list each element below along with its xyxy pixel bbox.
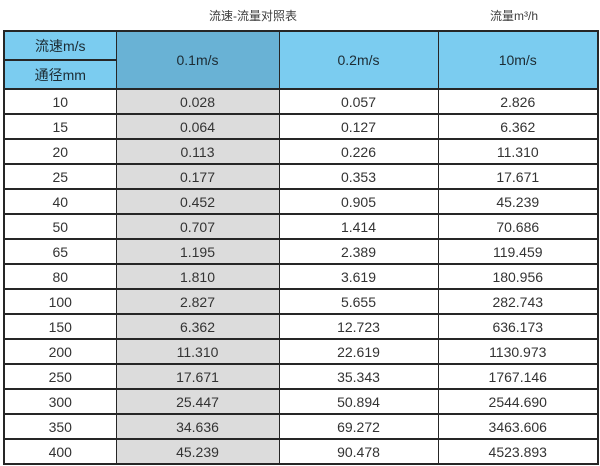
diameter-cell: 10 [3,88,117,115]
flow-value-cell: 0.028 [115,88,280,115]
diameter-cell: 15 [3,113,117,140]
table-row: 300 25.447 50.894 2544.690 [3,388,599,415]
flow-value-cell: 12.723 [278,313,439,340]
diameter-cell: 400 [3,438,117,465]
flow-value-cell: 119.459 [437,238,599,265]
flow-value-cell: 5.655 [278,288,439,315]
flow-value-cell: 45.239 [115,438,280,465]
diameter-cell: 100 [3,288,117,315]
column-header-10ms: 10m/s [437,30,599,90]
table-row: 100 2.827 5.655 282.743 [3,288,599,315]
flow-value-cell: 17.671 [437,163,599,190]
flow-value-cell: 11.310 [437,138,599,165]
flow-value-cell: 1.810 [115,263,280,290]
flow-value-cell: 3463.606 [437,413,599,440]
table-title: 流速-流量对照表 [209,9,297,23]
column-header-0.2ms: 0.2m/s [278,30,439,90]
flow-value-cell: 282.743 [437,288,599,315]
flow-value-cell: 25.447 [115,388,280,415]
flow-value-cell: 0.226 [278,138,439,165]
table-row: 40 0.452 0.905 45.239 [3,188,599,215]
flow-value-cell: 1.195 [115,238,280,265]
flow-value-cell: 636.173 [437,313,599,340]
flow-value-cell: 0.113 [115,138,280,165]
table-row: 25 0.177 0.353 17.671 [3,163,599,190]
flow-value-cell: 6.362 [115,313,280,340]
flow-value-cell: 70.686 [437,213,599,240]
table-row: 10 0.028 0.057 2.826 [3,88,599,115]
column-header-0.1ms: 0.1m/s [115,30,280,90]
flow-value-cell: 180.956 [437,263,599,290]
flow-value-cell: 2544.690 [437,388,599,415]
flow-value-cell: 34.636 [115,413,280,440]
flow-value-cell: 0.057 [278,88,439,115]
flow-value-cell: 3.619 [278,263,439,290]
title-bar: 流速-流量对照表 流量m³/h [0,0,600,30]
diameter-cell: 20 [3,138,117,165]
flow-value-cell: 6.362 [437,113,599,140]
flow-value-cell: 2.826 [437,88,599,115]
diameter-cell: 25 [3,163,117,190]
diameter-cell: 50 [3,213,117,240]
table-row: 80 1.810 3.619 180.956 [3,263,599,290]
flow-value-cell: 90.478 [278,438,439,465]
flow-value-cell: 17.671 [115,363,280,390]
flow-value-cell: 45.239 [437,188,599,215]
table-row: 65 1.195 2.389 119.459 [3,238,599,265]
flow-value-cell: 50.894 [278,388,439,415]
flow-value-cell: 35.343 [278,363,439,390]
header-row-top: 流速m/s 0.1m/s 0.2m/s 10m/s [3,30,599,90]
flow-value-cell: 69.272 [278,413,439,440]
corner-cell-flow-speed: 流速m/s [3,30,117,61]
flow-value-cell: 0.127 [278,113,439,140]
table-row: 20 0.113 0.226 11.310 [3,138,599,165]
flow-value-cell: 1130.973 [437,338,599,365]
diameter-cell: 300 [3,388,117,415]
table-body: 10 0.028 0.057 2.826 15 0.064 0.127 6.362 20 0.11… [3,88,599,465]
flow-value-cell: 0.353 [278,163,439,190]
table-row: 250 17.671 35.343 1767.146 [3,363,599,390]
diameter-cell: 250 [3,363,117,390]
flow-rate-table: 流速m/s 0.1m/s 0.2m/s 10m/s 通径mm 10 0.028 0.… [3,30,599,465]
flow-value-cell: 0.905 [278,188,439,215]
flow-value-cell: 0.064 [115,113,280,140]
flow-value-cell: 0.452 [115,188,280,215]
flow-value-cell: 22.619 [278,338,439,365]
diameter-cell: 80 [3,263,117,290]
diameter-cell: 350 [3,413,117,440]
flow-value-cell: 1.414 [278,213,439,240]
diameter-cell: 200 [3,338,117,365]
flow-unit-label: 流量m³/h [489,9,539,23]
diameter-cell: 150 [3,313,117,340]
flow-value-cell: 1767.146 [437,363,599,390]
table-row: 50 0.707 1.414 70.686 [3,213,599,240]
flow-value-cell: 2.827 [115,288,280,315]
flow-value-cell: 11.310 [115,338,280,365]
table-row: 15 0.064 0.127 6.362 [3,113,599,140]
flow-value-cell: 0.177 [115,163,280,190]
flow-value-cell: 4523.893 [437,438,599,465]
diameter-cell: 65 [3,238,117,265]
table-row: 350 34.636 69.272 3463.606 [3,413,599,440]
diameter-cell: 40 [3,188,117,215]
table-header: 流速m/s 0.1m/s 0.2m/s 10m/s 通径mm [3,30,599,90]
table-row: 400 45.239 90.478 4523.893 [3,438,599,465]
flow-value-cell: 2.389 [278,238,439,265]
flow-value-cell: 0.707 [115,213,280,240]
table-row: 150 6.362 12.723 636.173 [3,313,599,340]
corner-cell-diameter: 通径mm [3,59,117,90]
table-row: 200 11.310 22.619 1130.973 [3,338,599,365]
header-row-bottom: 通径mm [3,59,598,90]
